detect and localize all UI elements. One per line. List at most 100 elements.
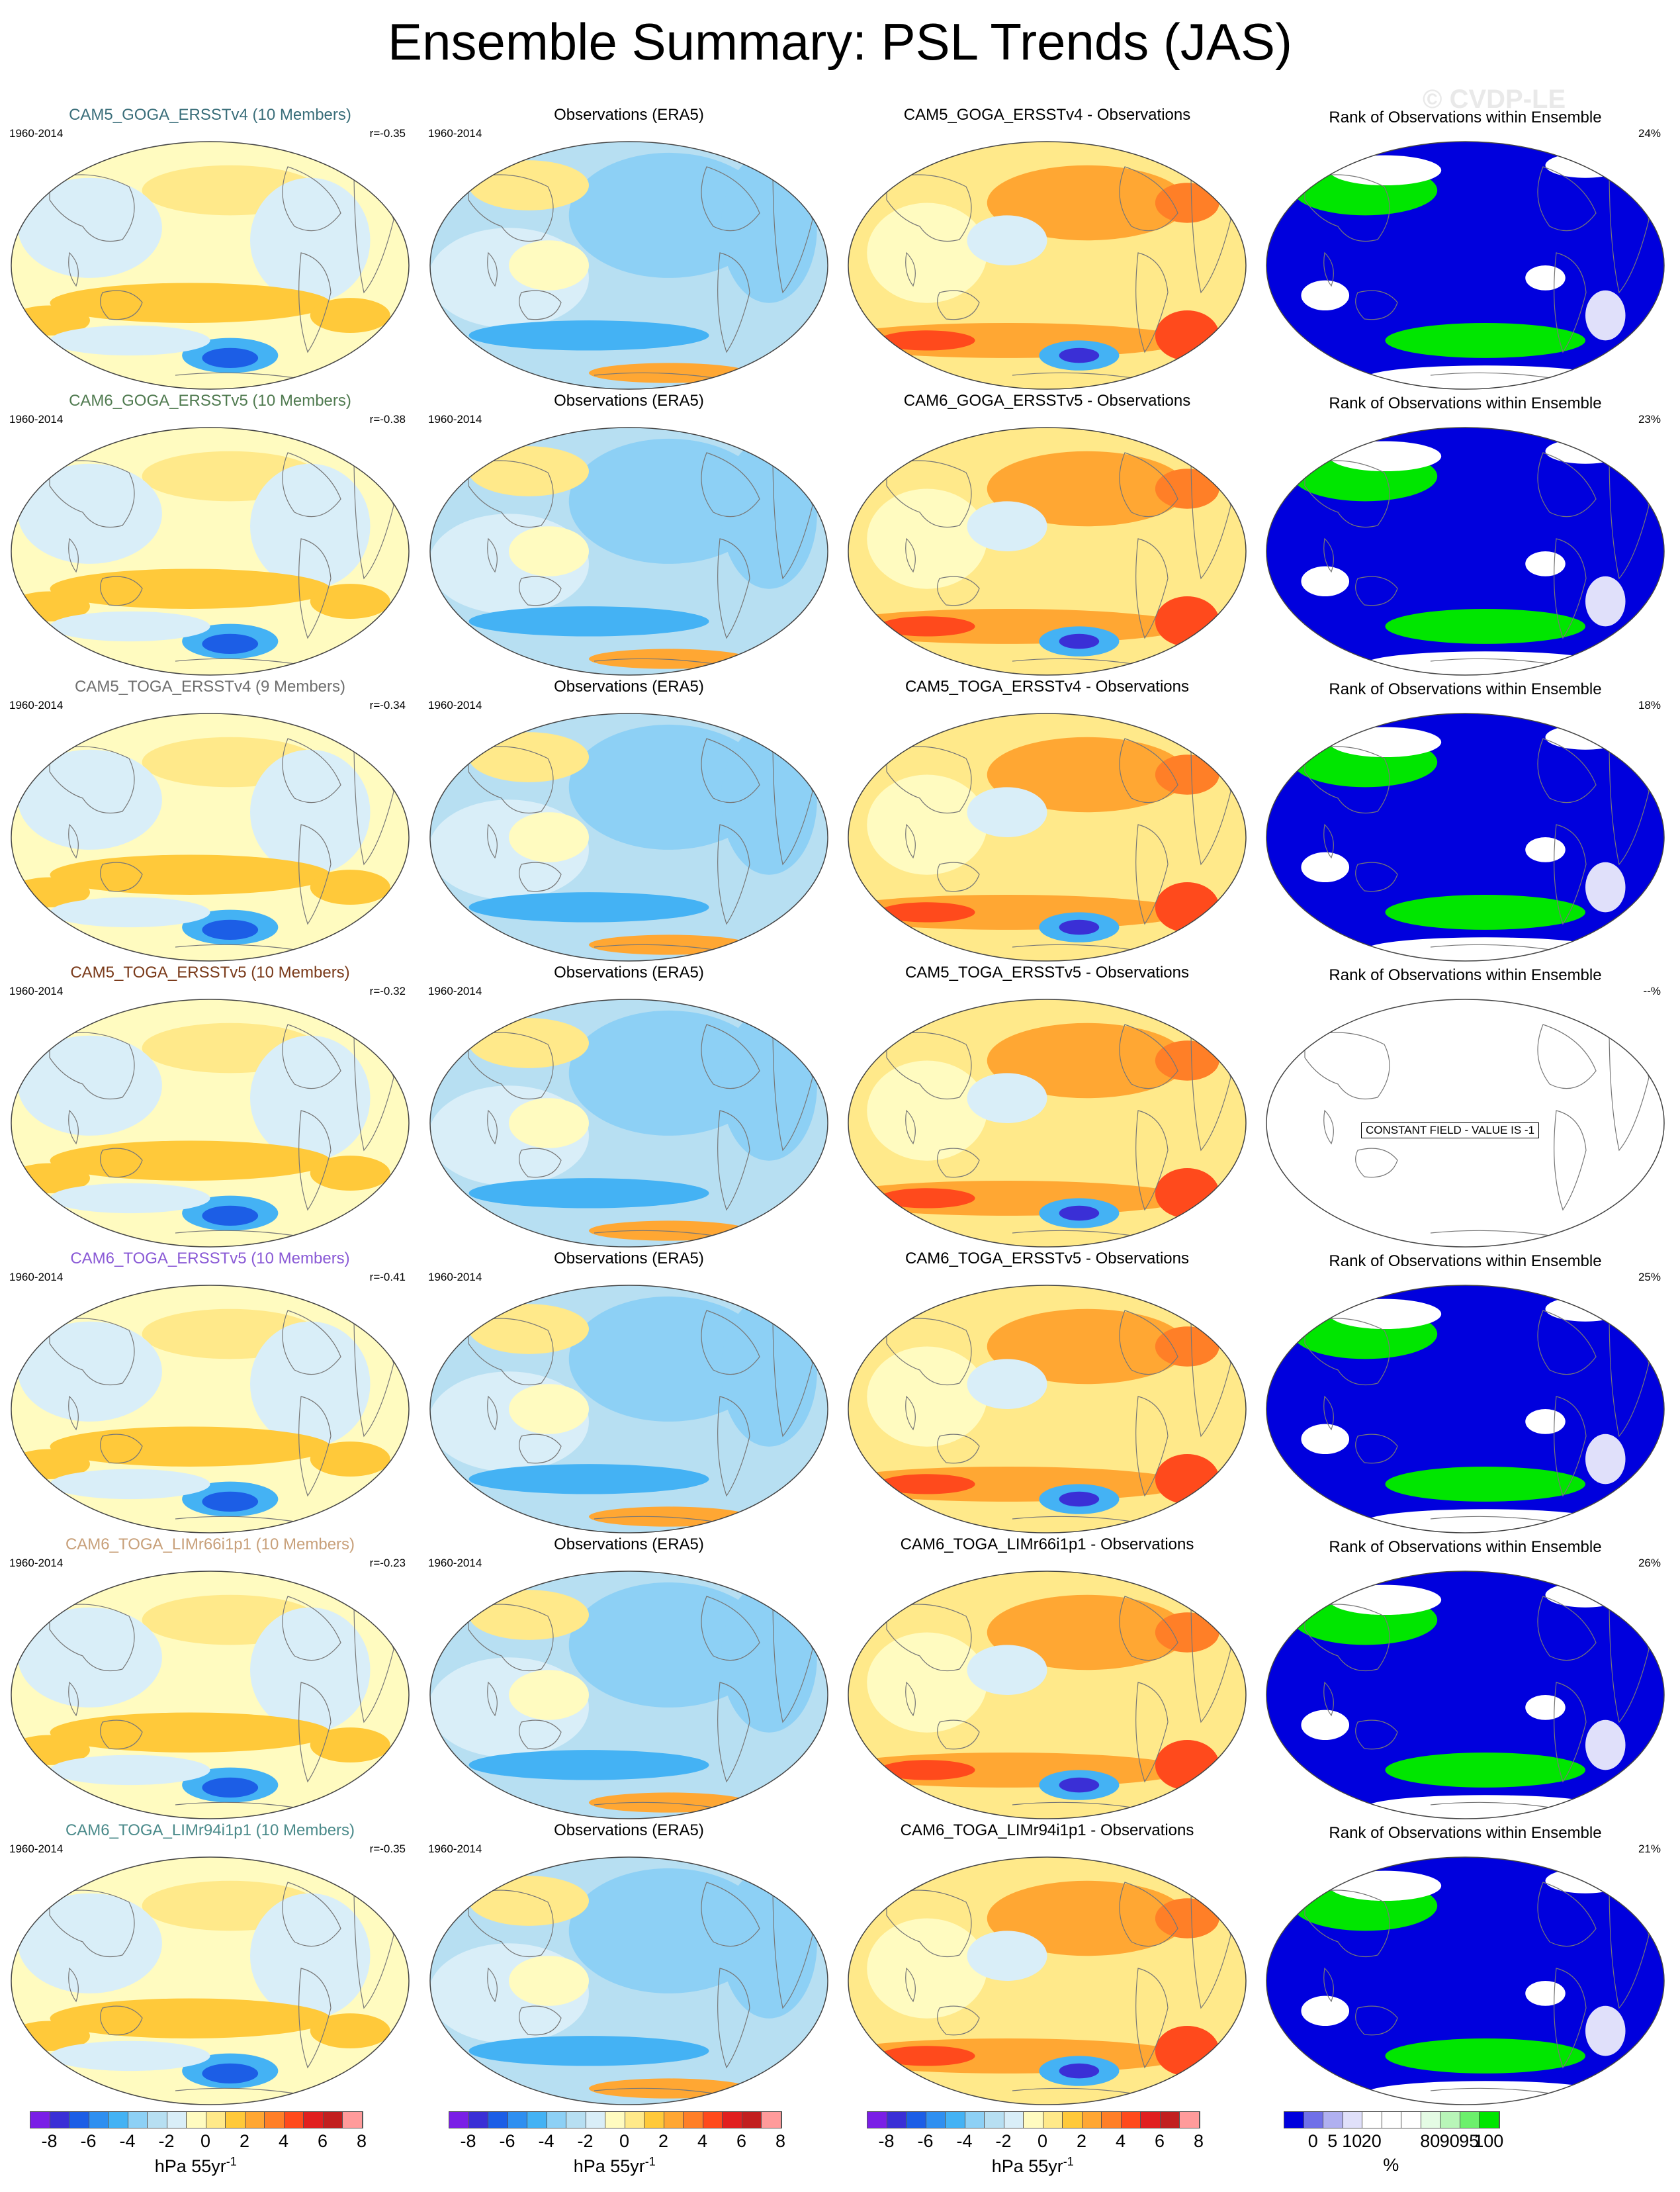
contour-region xyxy=(1385,1466,1585,1502)
contour-region xyxy=(1329,1870,1442,1901)
period-label: 1960-2014 xyxy=(9,985,64,997)
colorbar-tick: 100 xyxy=(1474,2131,1504,2151)
colorbar-cell xyxy=(284,2112,304,2128)
panel-title: CAM6_TOGA_LIMr94i1p1 (10 Members) xyxy=(65,1821,355,1839)
colorbar-tick: 4 xyxy=(697,2131,708,2151)
contour-region xyxy=(468,1178,709,1209)
colorbar-cell xyxy=(1043,2112,1063,2128)
coastline xyxy=(1135,824,1169,925)
correlation-label: r=-0.34 xyxy=(369,699,406,711)
map-fill xyxy=(848,1857,1246,2105)
map-border xyxy=(429,999,828,1248)
contour-region xyxy=(879,2046,975,2066)
colorbar-cells xyxy=(449,2111,782,2128)
period-label: 1960-2014 xyxy=(9,1557,64,1569)
contour-region xyxy=(50,1426,330,1467)
colorbar-cell xyxy=(644,2112,664,2128)
diff-map-panel: CAM5_GOGA_ERSSTv4 - Observations xyxy=(837,106,1257,390)
colorbar-tick: 0 xyxy=(1037,2131,1048,2151)
contour-region xyxy=(18,1893,162,1993)
map-fill xyxy=(848,713,1246,961)
coastline xyxy=(886,1890,972,1958)
model-map xyxy=(11,427,410,676)
contour-region xyxy=(568,724,770,850)
contour-region xyxy=(987,451,1188,527)
contour-region xyxy=(468,606,709,637)
contour-region xyxy=(1301,1710,1350,1741)
contour-region xyxy=(1059,919,1100,935)
colorbar-cell xyxy=(1024,2112,1043,2128)
colorbar-cell xyxy=(1063,2112,1083,2128)
coastline xyxy=(1323,1395,1334,1431)
colorbar-cell xyxy=(1382,2112,1401,2128)
contour-region xyxy=(1301,1424,1350,1455)
contour-region xyxy=(250,1893,371,2019)
map-fill xyxy=(11,1571,409,1819)
coastline xyxy=(717,1968,750,2069)
coastline xyxy=(1554,252,1587,353)
coastline xyxy=(468,1032,554,1100)
period-label: 1960-2014 xyxy=(428,1271,482,1283)
contour-region xyxy=(50,325,210,356)
coastline xyxy=(1119,738,1178,803)
map-fill xyxy=(430,1857,828,2105)
contour-region xyxy=(310,1156,390,1191)
contour-region xyxy=(867,1060,987,1161)
colorbar-cell xyxy=(906,2112,926,2128)
rank-map xyxy=(1266,1856,1665,2105)
contour-region xyxy=(1059,347,1100,363)
colorbar-tick: 8 xyxy=(356,2131,367,2151)
model-map xyxy=(11,999,410,1248)
coastline xyxy=(175,372,308,381)
coastline xyxy=(1304,746,1390,814)
map-border xyxy=(429,427,828,676)
obs-map-panel: Observations (ERA5) 1960-2014 xyxy=(419,1821,839,2106)
contour-region xyxy=(867,1346,987,1447)
coastline xyxy=(937,1148,980,1178)
coastline xyxy=(1012,1516,1145,1524)
units-exponent: -1 xyxy=(1063,2155,1074,2168)
contour-region xyxy=(202,1491,259,1512)
units-text: hPa 55yr xyxy=(573,2156,645,2176)
colorbar-cell xyxy=(625,2112,644,2128)
map-fill xyxy=(430,1285,828,1533)
coastline xyxy=(1355,290,1398,320)
model-map-panel: CAM6_TOGA_LIMr94i1p1 (10 Members) 1960-20… xyxy=(0,1821,420,2106)
period-label: 1960-2014 xyxy=(9,699,64,711)
contour-region xyxy=(568,1296,770,1422)
contour-region xyxy=(721,1868,817,2019)
contour-region xyxy=(250,749,371,875)
coastline xyxy=(175,1516,308,1524)
contour-region xyxy=(18,177,162,278)
panel-title: CAM6_TOGA_ERSSTv5 - Observations xyxy=(905,1250,1190,1267)
contour-region xyxy=(568,438,770,564)
colorbar-tick: 8 xyxy=(775,2131,786,2151)
rank-percent: --% xyxy=(1643,985,1661,997)
colorbar-cell xyxy=(762,2112,781,2128)
panel-title: CAM5_TOGA_ERSSTv5 - Observations xyxy=(905,964,1190,982)
map-border xyxy=(429,713,828,962)
panel-title: CAM6_TOGA_LIMr66i1p1 (10 Members) xyxy=(65,1535,355,1553)
contour-region xyxy=(1155,754,1219,795)
map-border xyxy=(1266,141,1665,390)
coastline xyxy=(49,1032,135,1100)
map-border xyxy=(848,713,1247,962)
contour-region xyxy=(50,1183,210,1214)
period-label: 1960-2014 xyxy=(9,127,64,140)
contour-region xyxy=(310,298,390,334)
colorbar-cell xyxy=(946,2112,965,2128)
panel-title: CAM6_GOGA_ERSSTv5 (10 Members) xyxy=(69,392,351,410)
contour-region xyxy=(867,1918,987,2019)
coastline xyxy=(49,746,135,814)
colorbar-tick: -8 xyxy=(460,2131,476,2151)
contour-region xyxy=(1585,1434,1626,1484)
panel-title: Rank of Observations within Ensemble xyxy=(1329,1538,1602,1556)
contour-region xyxy=(568,152,770,278)
coastline xyxy=(175,1802,308,1810)
coastline xyxy=(175,944,308,952)
contour-region xyxy=(18,749,162,850)
map-border xyxy=(429,1285,828,1533)
contour-region xyxy=(50,569,330,609)
map-border xyxy=(1266,1571,1665,1819)
coastline xyxy=(1537,738,1597,803)
